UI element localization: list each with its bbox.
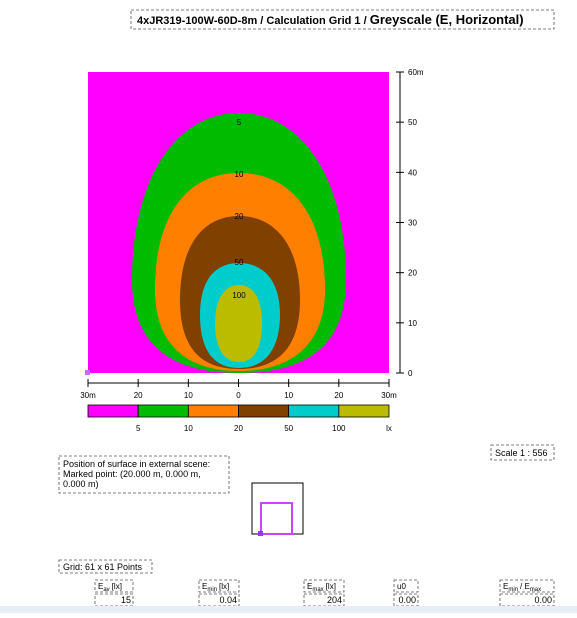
grid-box: [58, 559, 153, 574]
table-value: 204: [327, 595, 342, 605]
zone-100: [215, 285, 262, 362]
contour-label: 50: [235, 258, 244, 267]
table-value: 0.00: [398, 595, 416, 605]
legend-swatch: [238, 404, 290, 418]
y-tick-label: 30: [408, 219, 417, 228]
table-header-part: [lx]: [326, 582, 336, 591]
legend-swatch: [87, 404, 139, 418]
table-header: Emin / Emax: [503, 582, 541, 593]
legend-label: 10: [184, 424, 193, 433]
table-header-box: [393, 579, 419, 593]
table-header-part: [lx]: [219, 582, 229, 591]
table-header-part: min: [508, 587, 518, 593]
scene-outline: [251, 482, 304, 535]
position-line: Position of surface in external scene:: [63, 459, 210, 469]
table-header-part: max: [312, 587, 323, 593]
x-tick-label: 10: [184, 391, 193, 400]
position-line: Marked point: (20.000 m, 0.000 m,: [63, 469, 201, 479]
grid-info: Grid: 61 x 61 Points: [63, 562, 143, 572]
title-box: [130, 9, 555, 30]
scale-box: [490, 444, 555, 461]
x-tick-label: 10: [284, 391, 293, 400]
contour-label: 10: [235, 170, 244, 179]
title-main: 4xJR319-100W-60D-8m / Calculation Grid 1…: [137, 15, 370, 27]
position-box: [58, 455, 230, 494]
table-header-part: av: [103, 587, 109, 593]
legend-label: 50: [284, 424, 293, 433]
y-tick-label: 40: [408, 168, 417, 177]
marked-point: [258, 531, 263, 536]
surface-outline: [260, 502, 293, 535]
table-header: Emin [lx]: [202, 582, 229, 593]
title-sub: Greyscale (E, Horizontal): [370, 12, 524, 27]
table-header-part: E: [202, 582, 207, 591]
table-header-part: E: [98, 582, 103, 591]
scale: Scale 1 : 556: [495, 448, 548, 458]
table-header-box: [303, 579, 345, 593]
table-header-box: [198, 579, 240, 593]
x-tick-label: 30m: [381, 391, 397, 400]
legend-swatch: [338, 404, 390, 418]
legend-swatch: [187, 404, 239, 418]
contour-label: 100: [232, 291, 246, 300]
legend-label: lx: [386, 424, 392, 433]
table-header-part: [lx]: [112, 582, 122, 591]
y-tick-label: 60m: [408, 68, 424, 77]
y-tick-label: 20: [408, 269, 417, 278]
x-tick-label: 20: [134, 391, 143, 400]
marker: [85, 370, 90, 375]
table-value: 15: [121, 595, 131, 605]
table-header: Emax [lx]: [307, 582, 336, 593]
table-header-part: u0: [397, 582, 406, 591]
footer-strip: [0, 606, 577, 613]
x-tick-label: 0: [236, 391, 241, 400]
legend-label: 5: [136, 424, 141, 433]
y-tick-label: 0: [408, 369, 413, 378]
legend-label: 100: [332, 424, 346, 433]
x-tick-label: 30m: [80, 391, 96, 400]
table-header: u0: [397, 582, 406, 591]
table-value: 0.00: [534, 595, 552, 605]
table-header-box: [499, 579, 555, 593]
table-header-part: min: [207, 587, 217, 593]
x-tick-label: 20: [334, 391, 343, 400]
table-header-part: E: [307, 582, 312, 591]
y-tick-label: 10: [408, 319, 417, 328]
table-header: Eav [lx]: [98, 582, 122, 593]
legend-label: 20: [234, 424, 243, 433]
table-value: 0.04: [219, 595, 237, 605]
table-header-part: max: [530, 587, 541, 593]
position-line: 0.000 m): [63, 479, 99, 489]
y-tick-label: 50: [408, 118, 417, 127]
table-header-part: E: [503, 582, 508, 591]
contour-label: 5: [237, 118, 242, 127]
table-header-part: / E: [520, 582, 530, 591]
legend-swatch: [288, 404, 340, 418]
legend-swatch: [137, 404, 189, 418]
title: 4xJR319-100W-60D-8m / Calculation Grid 1…: [137, 12, 524, 27]
contour-label: 20: [235, 212, 244, 221]
